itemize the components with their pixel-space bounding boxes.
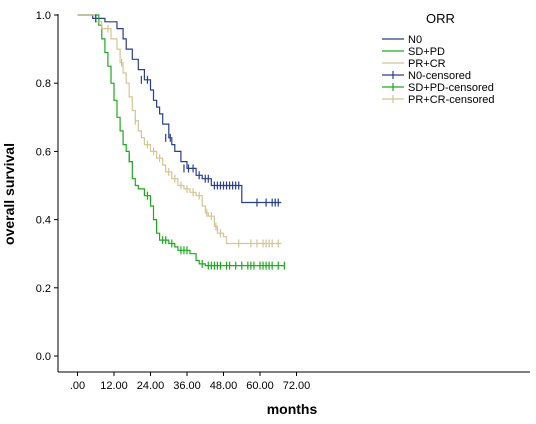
x-tick-label: 72.00 — [283, 380, 311, 392]
legend-title: ORR — [426, 11, 455, 26]
legend-entry-label: N0-censored — [408, 70, 471, 82]
legend-entry-label: SD+PD-censored — [408, 82, 494, 94]
survival-curve-pr-cr — [77, 14, 282, 245]
legend-entry-label: N0 — [408, 34, 422, 46]
x-tick-label: 24.00 — [137, 380, 165, 392]
legend-entry-label: PR+CR-censored — [408, 94, 495, 106]
y-tick-label: 0.2 — [36, 283, 51, 295]
censor-marks — [95, 14, 285, 270]
legend-entry-label: SD+PD — [408, 46, 445, 58]
survival-curve-n0 — [77, 14, 282, 204]
legend: ORR N0SD+PDPR+CRN0-censoredSD+PD-censore… — [382, 11, 495, 106]
x-tick-label: 12.00 — [100, 380, 128, 392]
y-axis-title: overall survival — [1, 143, 17, 245]
legend-entry-label: PR+CR — [408, 58, 446, 70]
x-ticks: .00 12.00 24.00 36.00 48.00 60.00 72.00 — [70, 372, 310, 392]
x-tick-label: .00 — [70, 380, 85, 392]
x-tick-label: 48.00 — [210, 380, 238, 392]
y-tick-label: 0.6 — [36, 146, 51, 158]
y-tick-label: 1.0 — [36, 10, 51, 22]
x-axis-title: months — [267, 401, 318, 417]
x-tick-label: 36.00 — [173, 380, 201, 392]
y-tick-label: 0.4 — [36, 215, 51, 227]
x-tick-label: 60.00 — [246, 380, 274, 392]
survival-curve-sd-pd — [77, 14, 285, 267]
y-ticks: 0.0 0.2 0.4 0.6 0.8 1.0 — [36, 10, 58, 363]
survival-curves — [77, 14, 285, 267]
y-tick-label: 0.0 — [36, 351, 51, 363]
y-tick-label: 0.8 — [36, 78, 51, 90]
